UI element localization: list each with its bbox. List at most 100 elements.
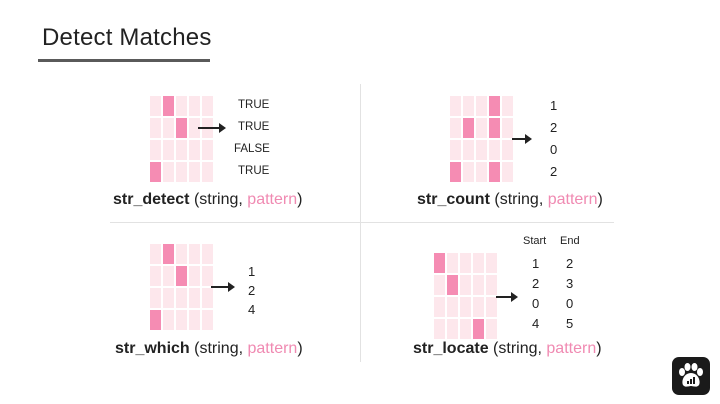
open-paren: (	[193, 191, 200, 208]
function-name: str_detect	[113, 191, 190, 208]
string-cell	[150, 118, 161, 138]
title-underline	[38, 59, 210, 62]
string-cell	[476, 140, 487, 160]
locate-end-2: 3	[566, 276, 574, 291]
string-cell	[447, 319, 458, 339]
string-cell	[202, 96, 213, 116]
string-cell	[189, 140, 200, 160]
string-cell	[189, 162, 200, 182]
arg-pattern: pattern	[547, 191, 598, 208]
arg-pattern: pattern	[546, 340, 597, 357]
string-cell	[202, 244, 213, 264]
detect-output-1: TRUE	[238, 99, 270, 111]
string-cell	[447, 253, 458, 273]
match-cell	[450, 162, 461, 182]
locate-end-4: 5	[566, 316, 574, 331]
string-cell	[189, 96, 200, 116]
string-cell	[163, 310, 174, 330]
string-cell	[434, 297, 445, 317]
string-cell	[486, 319, 497, 339]
string-cell	[163, 140, 174, 160]
detect-output-4: TRUE	[238, 165, 270, 177]
string-cell	[460, 319, 471, 339]
string-cell	[176, 288, 187, 308]
vertical-divider	[360, 84, 361, 362]
string-cell	[486, 297, 497, 317]
function-name: str_count	[417, 191, 490, 208]
detect-arrow	[198, 123, 226, 133]
which-output-1: 1	[248, 264, 256, 279]
open-paren: (	[494, 191, 500, 208]
match-cell	[163, 96, 174, 116]
string-cell	[450, 118, 461, 138]
detect-string-grid	[150, 96, 213, 182]
detect-output-2: TRUE	[238, 121, 270, 133]
string-cell	[460, 275, 471, 295]
match-cell	[163, 244, 174, 264]
match-cell	[150, 162, 161, 182]
detect-function-label: str_detect (string, pattern)	[113, 191, 302, 209]
string-cell	[502, 162, 513, 182]
string-cell	[460, 253, 471, 273]
page-title: Detect Matches	[42, 24, 212, 51]
arg-string: string,	[199, 191, 243, 208]
locate-start-4: 4	[532, 316, 540, 331]
match-cell	[434, 253, 445, 273]
arg-pattern: pattern	[247, 191, 298, 208]
which-arrow	[211, 282, 235, 292]
string-cell	[502, 118, 513, 138]
match-cell	[447, 275, 458, 295]
string-cell	[434, 319, 445, 339]
string-cell	[447, 297, 458, 317]
string-cell	[460, 297, 471, 317]
locate-end-header: End	[560, 235, 580, 247]
count-function-label: str_count (string, pattern)	[417, 191, 603, 209]
locate-start-3: 0	[532, 296, 540, 311]
string-cell	[150, 140, 161, 160]
match-cell	[489, 96, 500, 116]
count-string-grid	[450, 96, 513, 182]
string-cell	[450, 96, 461, 116]
close-paren: )	[597, 191, 603, 208]
match-cell	[489, 162, 500, 182]
string-cell	[489, 140, 500, 160]
which-string-grid	[150, 244, 213, 330]
function-name: str_which	[115, 340, 190, 357]
string-cell	[163, 118, 174, 138]
string-cell	[476, 162, 487, 182]
locate-function-label: str_locate (string, pattern)	[413, 340, 602, 358]
open-paren: (	[493, 340, 499, 357]
string-cell	[163, 162, 174, 182]
match-cell	[489, 118, 500, 138]
string-cell	[150, 288, 161, 308]
arg-string: string,	[498, 340, 542, 357]
string-cell	[163, 266, 174, 286]
count-arrow	[512, 134, 532, 144]
close-paren: )	[596, 340, 602, 357]
string-cell	[473, 297, 484, 317]
string-cell	[202, 310, 213, 330]
match-cell	[150, 310, 161, 330]
string-cell	[476, 96, 487, 116]
string-cell	[486, 253, 497, 273]
string-cell	[476, 118, 487, 138]
string-cell	[434, 275, 445, 295]
which-output-3: 4	[248, 302, 256, 317]
string-cell	[150, 96, 161, 116]
match-cell	[473, 319, 484, 339]
string-cell	[473, 253, 484, 273]
count-output-1: 1	[550, 98, 558, 113]
close-paren: )	[297, 340, 303, 357]
string-cell	[450, 140, 461, 160]
arg-pattern: pattern	[247, 340, 298, 357]
arg-string: string,	[499, 191, 544, 208]
match-cell	[176, 266, 187, 286]
string-cell	[163, 288, 174, 308]
function-name: str_locate	[413, 340, 489, 357]
close-paren: )	[297, 191, 303, 208]
paw-chart-icon-svg	[679, 363, 703, 387]
match-cell	[463, 118, 474, 138]
string-cell	[150, 244, 161, 264]
count-output-4: 2	[550, 164, 558, 179]
match-cell	[176, 118, 187, 138]
